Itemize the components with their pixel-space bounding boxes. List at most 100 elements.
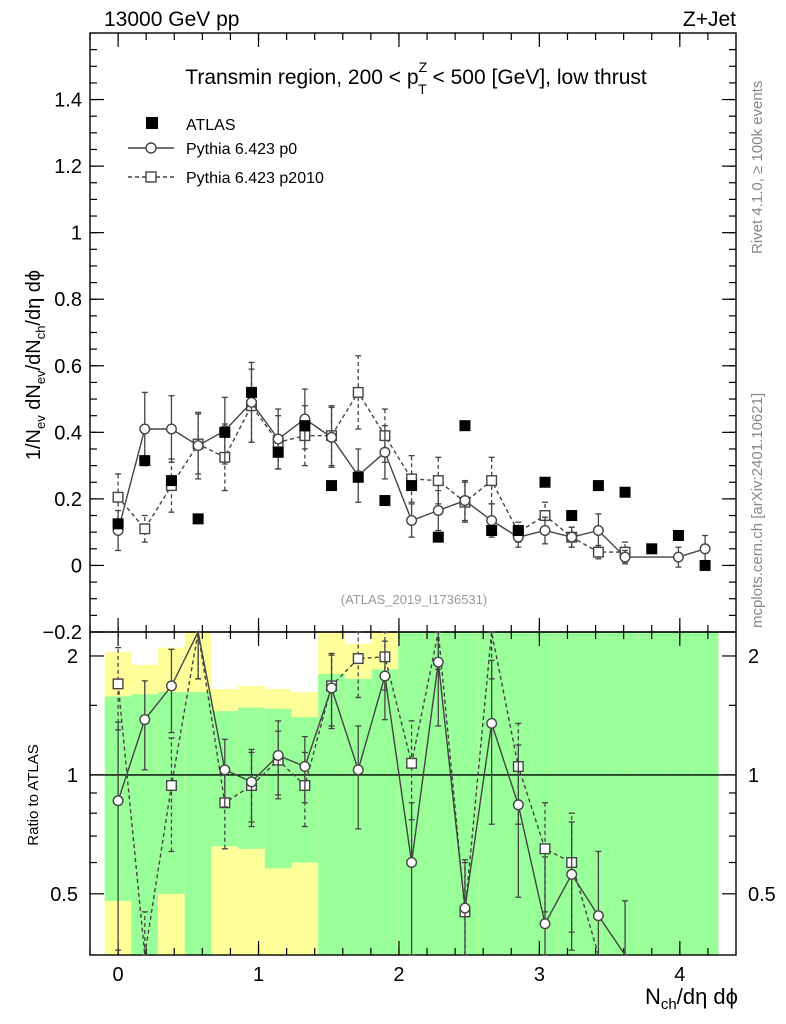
- ratio-p0-point: [299, 761, 311, 773]
- atlas-point: [379, 495, 391, 507]
- ratio-p0-point: [219, 764, 231, 776]
- p0-point: [379, 446, 391, 458]
- atlas-point: [139, 455, 151, 467]
- p2010-point: [112, 491, 124, 503]
- p0-point: [699, 543, 711, 555]
- atlas-point: [219, 426, 231, 438]
- p0-point: [432, 505, 444, 517]
- ratio-p0-point: [512, 799, 524, 811]
- atlas-point: [406, 480, 418, 492]
- ratio-p2010-point: [539, 843, 551, 855]
- ratio-p0-point: [406, 857, 418, 869]
- ratio-p0-point: [245, 776, 257, 788]
- ratio-p0-point: [272, 749, 284, 761]
- ratio-p0-point: [539, 918, 551, 930]
- ratio-band-green: [665, 632, 692, 955]
- ratio-p2010-point: [165, 780, 177, 792]
- legend-p0-marker: [145, 142, 157, 154]
- atlas-point: [646, 543, 658, 555]
- ratio-p0-point: [459, 902, 471, 914]
- ratio-p0-point: [486, 717, 498, 729]
- title-sub: T: [418, 81, 427, 97]
- main-ytick-label: 0.4: [54, 422, 82, 444]
- p2010-point: [486, 475, 498, 487]
- atlas-point: [619, 486, 631, 498]
- p0-point: [619, 551, 631, 563]
- legend-p0-label: Pythia 6.423 p0: [186, 141, 297, 158]
- ratio-ytick-label: 2: [67, 646, 78, 668]
- p0-point: [406, 515, 418, 527]
- main-ytick-label: −0.2: [43, 622, 82, 644]
- p0-point: [245, 396, 257, 408]
- xtick-label: 4: [674, 964, 685, 986]
- ratio-band-green: [691, 632, 719, 955]
- ratio-bands: [104, 632, 719, 955]
- main-ytick-label: 0.6: [54, 356, 82, 378]
- xtick-label: 3: [534, 964, 545, 986]
- ratio-ylabel: Ratio to ATLAS: [25, 744, 42, 845]
- header-left: 13000 GeV pp: [104, 8, 239, 31]
- ratio-p2010-point: [112, 678, 124, 690]
- ratio-ytick-label-right: 2: [748, 646, 759, 668]
- atlas-point: [326, 480, 338, 492]
- p0-point: [139, 423, 151, 435]
- ratio-ytick-label-right: 0.5: [748, 884, 776, 906]
- atlas-point: [486, 525, 498, 537]
- p0-point: [539, 525, 551, 537]
- ratio-p0-line: [117, 629, 626, 956]
- ratio-p2010-point: [352, 653, 364, 665]
- main-ylabel: 1/Nev dNev/dNch/dη dϕ: [23, 270, 48, 460]
- analysis-id: (ATLAS_2019_I1736531): [341, 592, 487, 607]
- main-ytick-label: 0.2: [54, 489, 82, 511]
- xtick-label: 2: [393, 964, 404, 986]
- atlas-point: [672, 529, 684, 541]
- p0-point: [272, 433, 284, 445]
- main-plot-data: [112, 355, 711, 571]
- mcplots-label: mcplots.cern.ch [arXiv:2401.10621]: [749, 393, 766, 628]
- ratio-plot-data: [112, 629, 629, 956]
- ratio-p0-point: [432, 656, 444, 668]
- p0-point: [192, 440, 204, 452]
- legend-atlas-label: ATLAS: [186, 117, 236, 134]
- atlas-point: [165, 475, 177, 487]
- p2010-point: [352, 386, 364, 398]
- atlas-point: [566, 510, 578, 522]
- p0-point: [566, 531, 578, 543]
- atlas-point: [192, 513, 204, 525]
- p0-point: [459, 495, 471, 507]
- atlas-point: [699, 559, 711, 571]
- main-ytick-label: 0: [71, 555, 82, 577]
- title-pre: Transmin region, 200 < p: [185, 66, 418, 89]
- main-ytick-label: 1: [71, 223, 82, 245]
- main-ytick-label: 0.8: [54, 289, 82, 311]
- xtick-label: 0: [113, 964, 124, 986]
- rivet-label: Rivet 4.1.0, ≥ 100k events: [749, 81, 766, 254]
- legend-p2010-marker: [145, 171, 157, 183]
- ratio-p0-point: [165, 680, 177, 692]
- ratio-p0-point: [139, 714, 151, 726]
- atlas-point: [432, 531, 444, 543]
- atlas-point: [512, 525, 524, 537]
- p0-point: [486, 515, 498, 527]
- atlas-point: [459, 420, 471, 432]
- atlas-point: [272, 446, 284, 458]
- p2010-point: [592, 546, 604, 558]
- atlas-point: [112, 518, 124, 530]
- ratio-ytick-label: 1: [67, 765, 78, 787]
- main-ytick-label: 1.2: [54, 156, 82, 178]
- ratio-p0-point: [352, 764, 364, 776]
- legend-atlas-marker: [146, 117, 158, 129]
- title-sup: Z: [419, 59, 428, 75]
- p0-point: [165, 423, 177, 435]
- ratio-ytick-label-right: 1: [748, 765, 759, 787]
- ratio-p0-point: [379, 670, 391, 682]
- p0-point: [672, 551, 684, 563]
- ratio-band-green: [638, 632, 666, 955]
- ratio-p0-point: [592, 910, 604, 922]
- atlas-point: [246, 386, 257, 398]
- atlas-point: [299, 420, 311, 432]
- atlas-point: [539, 476, 551, 488]
- p0-point: [592, 525, 604, 537]
- p2010-point: [139, 523, 151, 535]
